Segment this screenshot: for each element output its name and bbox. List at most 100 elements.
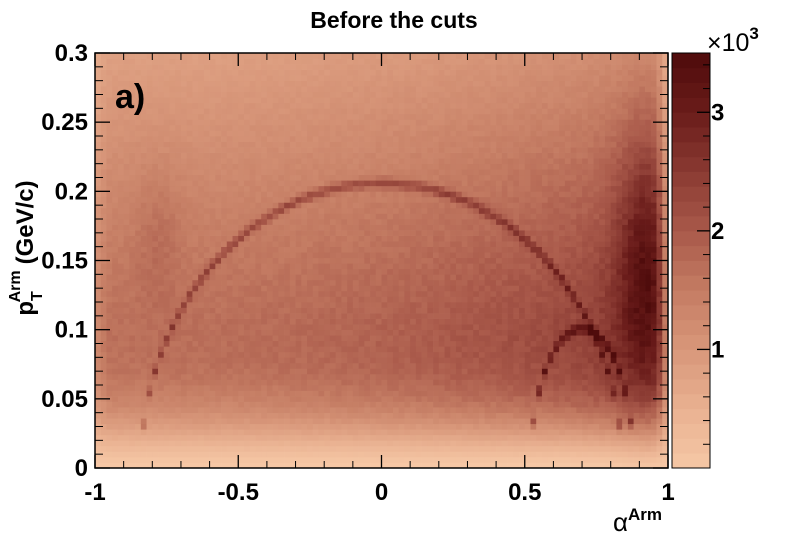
heatmap-cell bbox=[106, 75, 113, 82]
heatmap-cell bbox=[392, 351, 400, 358]
heatmap-cell bbox=[433, 86, 440, 93]
heatmap-cell bbox=[335, 451, 342, 458]
heatmap-cell bbox=[169, 91, 176, 98]
heatmap-cell bbox=[106, 313, 113, 319]
heatmap-cell bbox=[266, 285, 273, 292]
heatmap-cell bbox=[473, 268, 480, 275]
heatmap-cell bbox=[221, 230, 228, 236]
heatmap-cell bbox=[129, 379, 136, 386]
heatmap-cell bbox=[318, 152, 325, 159]
heatmap-cell bbox=[398, 296, 405, 303]
heatmap-cell bbox=[221, 429, 228, 436]
heatmap-cell bbox=[203, 191, 210, 198]
heatmap-cell bbox=[272, 191, 279, 198]
heatmap-cell bbox=[467, 257, 474, 264]
heatmap-cell bbox=[186, 329, 193, 336]
heatmap-cell bbox=[226, 429, 233, 436]
heatmap-cell bbox=[266, 147, 273, 153]
heatmap-cell bbox=[238, 69, 245, 76]
heatmap-cell bbox=[364, 418, 371, 425]
heatmap-cell bbox=[415, 91, 422, 98]
heatmap-cell bbox=[398, 340, 405, 347]
heatmap-cell bbox=[163, 235, 170, 242]
heatmap-cell bbox=[129, 462, 136, 469]
heatmap-cell bbox=[186, 324, 193, 331]
heatmap-cell bbox=[198, 257, 205, 264]
heatmap-cell bbox=[335, 53, 342, 59]
heatmap-cell bbox=[364, 329, 371, 336]
heatmap-cell bbox=[404, 290, 411, 297]
heatmap-cell bbox=[433, 429, 440, 436]
heatmap-cell bbox=[433, 423, 440, 430]
heatmap-cell bbox=[158, 401, 165, 408]
heatmap-cell bbox=[255, 230, 262, 236]
heatmap-cell bbox=[364, 241, 371, 248]
heatmap-cell bbox=[284, 191, 291, 198]
heatmap-cell bbox=[100, 401, 107, 408]
heatmap-cell bbox=[387, 102, 394, 109]
heatmap-cell bbox=[255, 196, 262, 203]
heatmap-cell bbox=[347, 124, 354, 131]
heatmap-cell bbox=[295, 434, 302, 441]
heatmap-cell bbox=[295, 136, 302, 142]
heatmap-cell bbox=[226, 263, 233, 270]
heatmap-cell bbox=[232, 285, 239, 292]
heatmap-cell bbox=[95, 191, 102, 198]
heatmap-cell bbox=[175, 412, 182, 419]
heatmap-cell bbox=[272, 113, 279, 120]
heatmap-cell bbox=[450, 102, 457, 109]
heatmap-cell bbox=[370, 362, 377, 369]
heatmap-cell bbox=[266, 113, 273, 120]
heatmap-cell bbox=[467, 235, 474, 242]
heatmap-cell bbox=[112, 368, 119, 375]
heatmap-cell bbox=[415, 86, 422, 93]
heatmap-cell bbox=[324, 462, 331, 469]
heatmap-cell bbox=[410, 379, 417, 386]
heatmap-cell bbox=[140, 423, 147, 430]
heatmap-cell bbox=[404, 169, 411, 176]
heatmap-cell bbox=[180, 136, 188, 142]
heatmap-cell bbox=[347, 207, 354, 214]
heatmap-cell bbox=[192, 213, 199, 220]
heatmap-cell bbox=[467, 108, 474, 115]
heatmap-cell bbox=[266, 313, 273, 319]
heatmap-cell bbox=[427, 285, 434, 292]
heatmap-cell bbox=[387, 158, 394, 165]
heatmap-cell bbox=[358, 141, 365, 148]
heatmap-cell bbox=[404, 180, 411, 187]
heatmap-cell bbox=[329, 152, 337, 159]
heatmap-cell bbox=[169, 174, 176, 181]
heatmap-cell bbox=[444, 64, 451, 70]
heatmap-cell bbox=[278, 147, 285, 153]
heatmap-cell bbox=[427, 290, 434, 297]
heatmap-cell bbox=[410, 290, 417, 297]
heatmap-cell bbox=[272, 69, 279, 76]
heatmap-cell bbox=[295, 274, 302, 281]
heatmap-cell bbox=[146, 274, 153, 281]
heatmap-cell bbox=[398, 290, 405, 297]
heatmap-cell bbox=[106, 224, 113, 231]
heatmap-cell bbox=[450, 329, 457, 336]
heatmap-cell bbox=[226, 119, 233, 126]
heatmap-cell bbox=[289, 462, 296, 469]
heatmap-cell bbox=[123, 418, 130, 425]
heatmap-cell bbox=[215, 241, 222, 248]
heatmap-cell bbox=[117, 80, 124, 87]
heatmap-cell bbox=[255, 64, 262, 70]
heatmap-cell bbox=[95, 152, 102, 159]
heatmap-cell bbox=[180, 335, 188, 342]
heatmap-cell bbox=[307, 80, 314, 87]
heatmap-cell bbox=[352, 451, 359, 458]
heatmap-cell bbox=[398, 434, 405, 441]
heatmap-cell bbox=[135, 257, 142, 264]
heatmap-cell bbox=[341, 152, 348, 159]
heatmap-cell bbox=[221, 169, 228, 176]
heatmap-cell bbox=[450, 91, 457, 98]
heatmap-cell bbox=[186, 346, 193, 353]
heatmap-cell bbox=[261, 313, 268, 319]
heatmap-cell bbox=[352, 185, 359, 192]
heatmap-cell bbox=[175, 462, 182, 469]
heatmap-cell bbox=[450, 385, 457, 391]
heatmap-cell bbox=[404, 379, 411, 386]
heatmap-cell bbox=[272, 307, 279, 314]
